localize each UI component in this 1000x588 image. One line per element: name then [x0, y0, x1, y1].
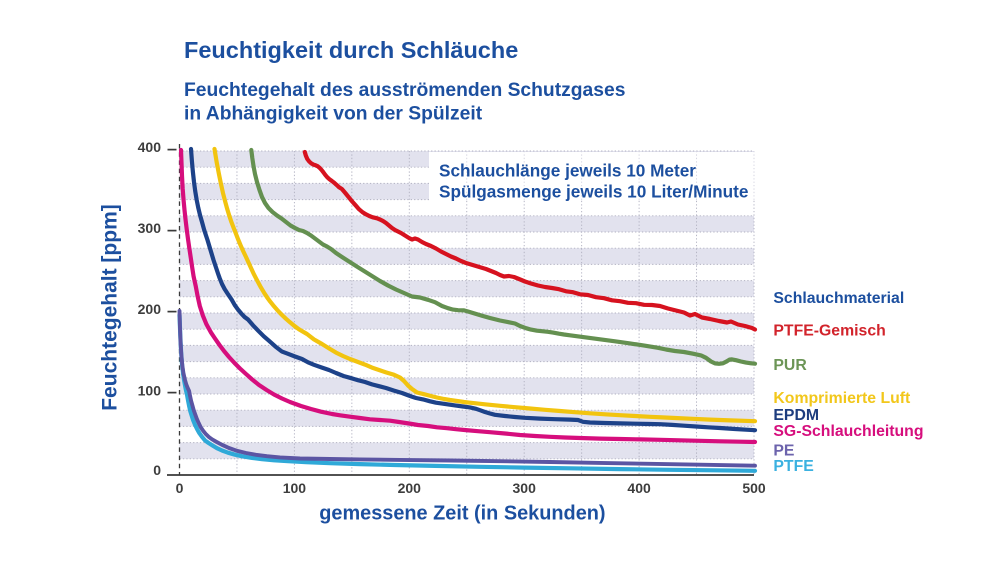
svg-text:500: 500 — [742, 480, 766, 496]
svg-text:300: 300 — [138, 220, 162, 236]
svg-text:PE: PE — [773, 442, 794, 459]
svg-text:Feuchtegehalt [ppm]: Feuchtegehalt [ppm] — [99, 204, 122, 411]
svg-text:EPDM: EPDM — [773, 407, 819, 424]
svg-text:0: 0 — [176, 480, 184, 496]
svg-text:200: 200 — [138, 301, 162, 317]
svg-text:400: 400 — [138, 139, 162, 155]
svg-text:Schlauchmaterial: Schlauchmaterial — [773, 290, 904, 307]
svg-text:PUR: PUR — [773, 357, 807, 374]
svg-text:Spülgasmenge jeweils 10 Liter/: Spülgasmenge jeweils 10 Liter/Minute — [439, 181, 748, 201]
svg-text:SG-Schlauchleitung: SG-Schlauchleitung — [773, 423, 923, 440]
svg-text:Feuchtegehalt des ausströmende: Feuchtegehalt des ausströmenden Schutzga… — [184, 80, 625, 101]
svg-text:Komprimierte Luft: Komprimierte Luft — [773, 390, 911, 407]
svg-text:100: 100 — [283, 480, 307, 496]
svg-text:400: 400 — [627, 480, 651, 496]
svg-text:Schlauchlänge jeweils 10 Meter: Schlauchlänge jeweils 10 Meter — [439, 160, 696, 180]
svg-text:in Abhängigkeit von der Spülze: in Abhängigkeit von der Spülzeit — [184, 104, 483, 125]
svg-text:Feuchtigkeit durch Schläuche: Feuchtigkeit durch Schläuche — [184, 37, 518, 63]
svg-text:200: 200 — [398, 480, 422, 496]
svg-text:300: 300 — [513, 480, 537, 496]
svg-text:PTFE: PTFE — [773, 458, 813, 475]
svg-text:PTFE-Gemisch: PTFE-Gemisch — [773, 322, 885, 339]
svg-text:100: 100 — [138, 382, 162, 398]
svg-text:gemessene Zeit (in Sekunden): gemessene Zeit (in Sekunden) — [319, 503, 605, 525]
svg-text:0: 0 — [153, 462, 161, 478]
